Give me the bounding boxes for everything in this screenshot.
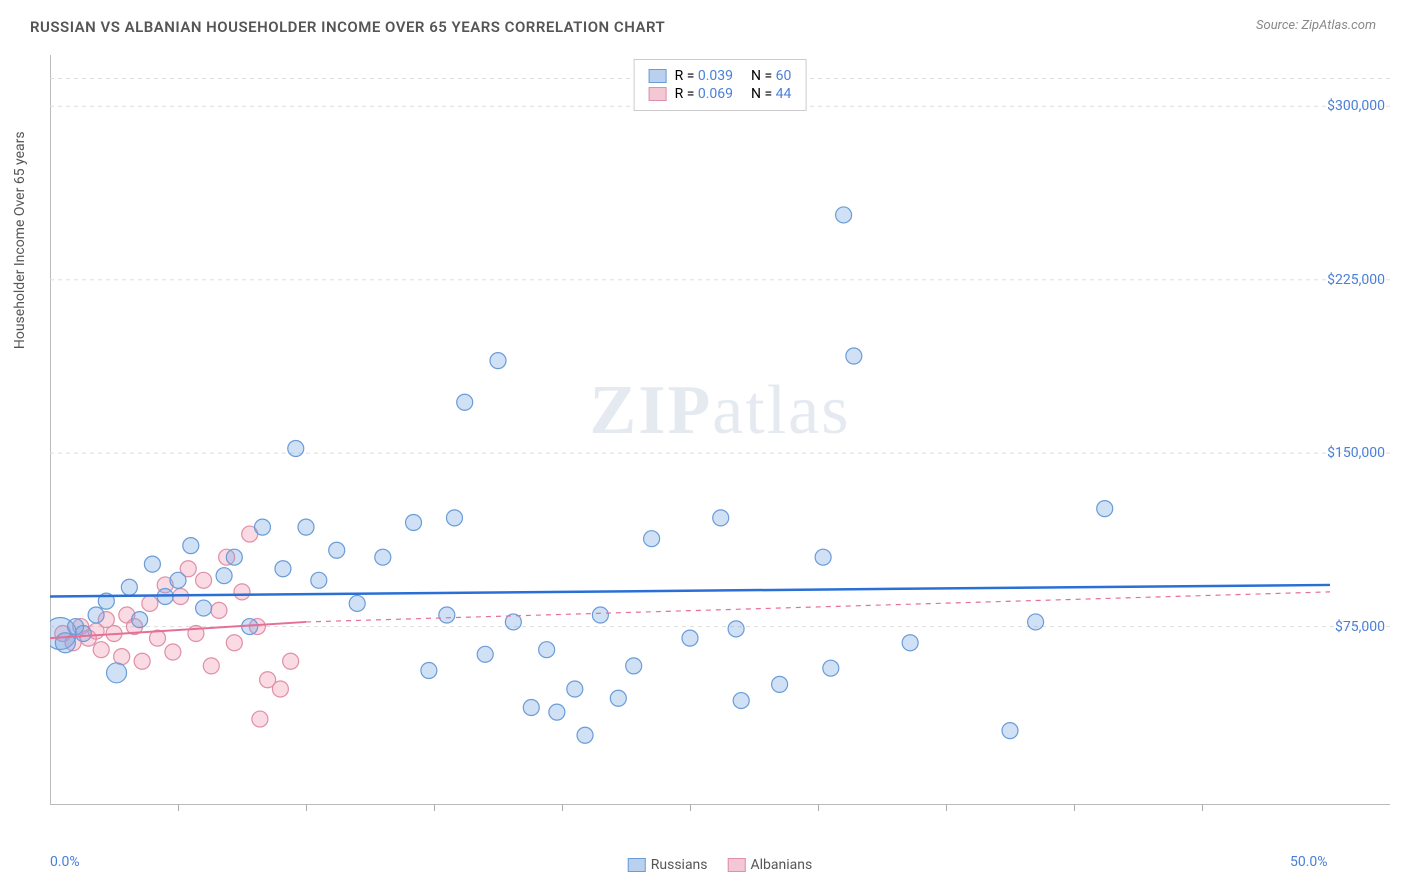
x-tick <box>434 805 435 811</box>
y-tick-label: $225,000 <box>1327 272 1385 288</box>
x-tick-label: 50.0% <box>1290 854 1328 870</box>
chart-title: RUSSIAN VS ALBANIAN HOUSEHOLDER INCOME O… <box>30 18 665 36</box>
legend-correlation: R = 0.039 N = 60 R = 0.069 N = 44 <box>634 59 807 111</box>
scatter-plot <box>50 55 1390 845</box>
y-tick-label: $300,000 <box>1327 98 1385 114</box>
x-tick-label: 0.0% <box>50 854 80 870</box>
y-tick-label: $150,000 <box>1327 445 1385 461</box>
legend-row: R = 0.039 N = 60 <box>649 68 792 84</box>
x-tick <box>178 805 179 811</box>
chart-area: Householder Income Over 65 years ZIPatla… <box>50 55 1390 845</box>
x-tick <box>690 805 691 811</box>
x-tick <box>562 805 563 811</box>
legend-item: Russians <box>628 857 708 873</box>
legend-item: Albanians <box>728 857 813 873</box>
legend-series: Russians Albanians <box>628 857 813 873</box>
legend-row: R = 0.069 N = 44 <box>649 86 792 102</box>
x-tick <box>946 805 947 811</box>
x-tick <box>1074 805 1075 811</box>
x-tick <box>818 805 819 811</box>
source-label: Source: ZipAtlas.com <box>1256 18 1376 33</box>
x-tick <box>1202 805 1203 811</box>
x-tick <box>306 805 307 811</box>
y-tick-label: $75,000 <box>1335 619 1385 635</box>
y-axis-label: Householder Income Over 65 years <box>12 131 28 349</box>
